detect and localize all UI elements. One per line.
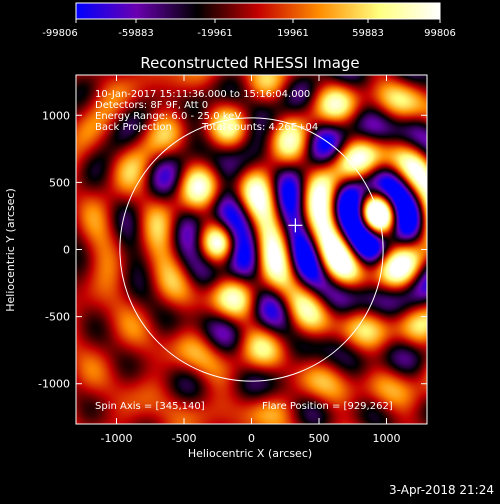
x-tick-label: 1000 [373,432,401,445]
y-tick-label: 1000 [42,109,70,122]
plus-marker [288,218,303,233]
y-tick-label: 0 [63,244,70,257]
y-tick-label: -1000 [38,378,70,391]
x-tick-label: -500 [172,432,197,445]
x-tick-label: 0 [248,432,255,445]
plot-date: 3-Apr-2018 21:24 [389,483,494,497]
y-tick-label: 500 [49,176,70,189]
x-axis-title: Heliocentric X (arcsec) [188,447,312,460]
y-axis-title: Heliocentric Y (arcsec) [4,188,17,312]
spin-axis-text: Spin Axis = [345,140] [95,401,205,412]
colorbar-ticks [75,19,441,23]
solar-limb-circle [119,117,384,382]
total-counts-text: Total counts: 4.26E+04 [201,122,318,133]
colorbar-tick-label-1: -59883 [118,28,153,39]
x-tick-label: 500 [309,432,330,445]
flare-position-text: Flare Position = [929,262] [262,401,393,412]
x-tick-label: -1000 [101,432,133,445]
colorbar [75,2,441,20]
x-axis-ticks: -1000 -500 0 500 1000 [101,75,401,445]
colorbar-tick-label-3: 19961 [277,28,309,39]
y-tick-label: -500 [45,311,70,324]
method-text: Back Projection [95,122,172,133]
chart-title: Reconstructed RHESSI Image [140,54,359,72]
colorbar-tick-label-4: 59883 [352,28,384,39]
heatmap-image [76,75,427,424]
detectors-text: Detectors: 8F 9F, Att 0 [95,100,208,111]
energy-range-text: Energy Range: 6.0 - 25.0 keV [95,111,241,122]
y-axis-ticks: -1000 -500 0 500 1000 [38,109,427,391]
colorbar-tick-label-5: 99806 [424,28,456,39]
colorbar-tick-label-2: -19961 [197,28,232,39]
colorbar-tick-label-0: -99806 [42,28,77,39]
time-range-text: 10-Jan-2017 15:11:36.000 to 15:16:04.000 [95,89,310,100]
